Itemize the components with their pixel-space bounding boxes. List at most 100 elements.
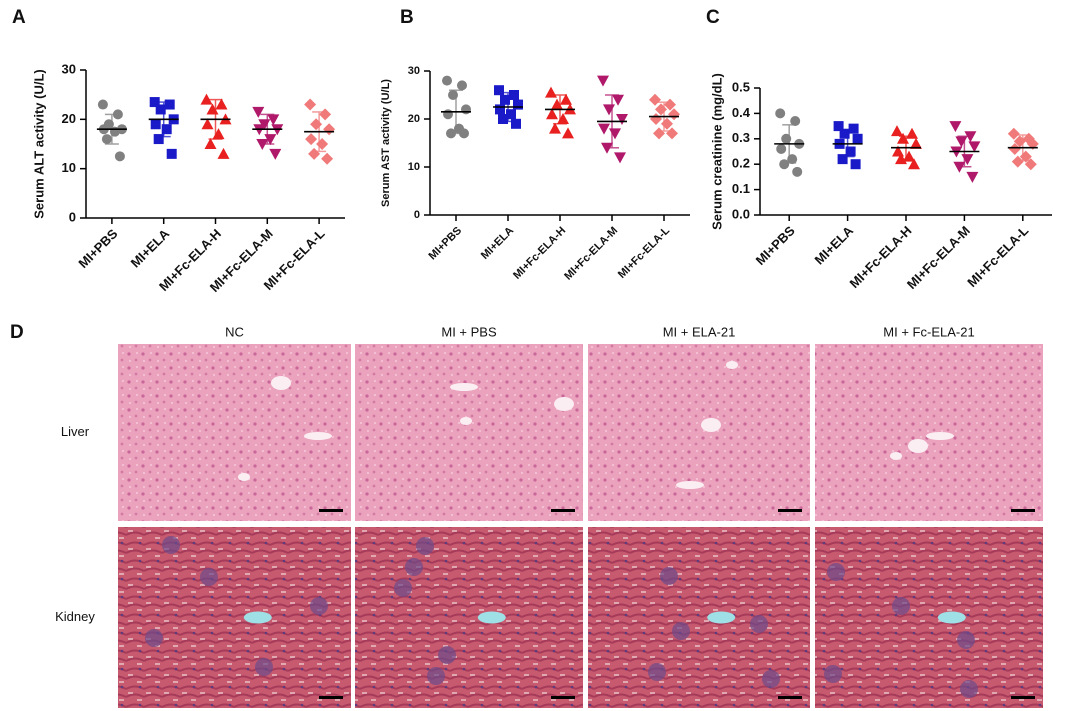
scale-bar [319, 509, 343, 512]
data-point [215, 98, 228, 110]
y-axis-label: Serum AST activity (U/L) [380, 79, 392, 207]
data-point [966, 171, 979, 183]
micrograph [815, 527, 1043, 708]
column-label: MI + ELA-21 [663, 324, 736, 339]
lumen [707, 611, 736, 624]
scale-bar [778, 696, 802, 699]
row-label: Kidney [55, 609, 95, 624]
vessel [890, 452, 902, 460]
data-point [269, 148, 282, 160]
histology-panel: D NC MI + PBS MI + ELA-21 MI + Fc-ELA-21 Live… [10, 322, 1043, 708]
y-tick-label: 10 [408, 161, 420, 173]
data-point [164, 99, 175, 110]
y-tick-label: 0.3 [732, 130, 750, 145]
panel-label: D [10, 322, 24, 343]
y-tick-label: 10 [62, 160, 76, 175]
data-point [442, 75, 452, 86]
data-point [161, 124, 172, 135]
dot-plot: A 0 10 20 30 Serum ALT activity (U/L) MI+PBS MI… [12, 7, 345, 295]
data-point [316, 138, 329, 150]
data-point [666, 127, 678, 140]
y-axis-label: Serum ALT activity (U/L) [31, 69, 46, 219]
panel-label: B [400, 7, 414, 28]
glomerulus [957, 631, 975, 649]
y-tick-label: 0.1 [732, 181, 750, 196]
data-point [150, 119, 161, 130]
data-point [461, 104, 471, 115]
x-tick-label: MI+Fc-ELA-H [511, 225, 568, 282]
data-point [616, 114, 628, 125]
data-point [845, 146, 856, 157]
data-point [661, 117, 673, 130]
data-point [495, 104, 505, 115]
data-point [891, 125, 903, 137]
micrograph [118, 527, 351, 708]
data-point [850, 159, 861, 170]
data-point [200, 93, 213, 105]
glomerulus [960, 680, 978, 698]
data-point [612, 94, 624, 106]
scale-bar [551, 696, 575, 699]
data-point [1019, 150, 1032, 163]
data-point [653, 127, 665, 140]
data-point [549, 122, 561, 134]
scale-bar [1011, 509, 1035, 512]
data-point [776, 143, 787, 154]
data-point [908, 158, 920, 170]
data-point [506, 109, 516, 120]
glomerulus [310, 597, 328, 615]
data-point [955, 136, 968, 148]
glomerulus [405, 558, 423, 576]
data-point [562, 127, 574, 139]
data-point [217, 147, 230, 159]
scale-bar [1011, 696, 1035, 699]
data-point [848, 123, 859, 134]
vessel [554, 397, 574, 411]
vessel [450, 383, 478, 391]
glomerulus [648, 663, 666, 681]
scale-bar [551, 509, 575, 512]
column-label: MI + PBS [441, 324, 497, 339]
data-point [839, 128, 850, 139]
vessel [460, 417, 472, 425]
x-tick-label: MI+PBS [753, 223, 798, 268]
vessel [238, 473, 250, 481]
lumen [243, 611, 272, 624]
data-point [833, 121, 844, 132]
data-point [603, 104, 615, 116]
micrograph [355, 527, 583, 708]
glomerulus [438, 646, 456, 664]
y-tick-label: 0 [414, 209, 420, 221]
data-point [305, 133, 318, 146]
y-tick-label: 0 [69, 209, 76, 224]
data-point [511, 118, 521, 129]
vessel [926, 432, 954, 440]
data-point [500, 94, 510, 105]
glomerulus [827, 563, 845, 581]
panel-label: C [706, 7, 720, 28]
data-point [149, 97, 160, 108]
data-point [304, 98, 317, 111]
data-point [513, 99, 523, 110]
data-point [459, 128, 469, 139]
x-tick-label: MI+Fc-ELA-L [964, 223, 1031, 290]
x-tick-label: MI+ELA [479, 225, 516, 262]
glomerulus [394, 579, 412, 597]
data-point [597, 75, 609, 87]
glomerulus [162, 536, 180, 554]
data-point [546, 108, 558, 120]
vessel [701, 418, 721, 432]
micrograph [588, 344, 810, 521]
panel-label: A [12, 7, 26, 28]
data-point [310, 118, 323, 131]
data-point [166, 148, 177, 159]
data-point [101, 134, 112, 145]
y-tick-label: 30 [408, 65, 420, 77]
data-point [545, 86, 557, 98]
data-point [201, 118, 214, 130]
data-point [650, 113, 662, 125]
y-tick-label: 0.0 [732, 206, 750, 221]
dot-plot: C 0.0 0.1 0.2 0.3 0.4 0.5 Serum creatinine (mg/… [706, 7, 1052, 292]
glomerulus [660, 567, 678, 585]
